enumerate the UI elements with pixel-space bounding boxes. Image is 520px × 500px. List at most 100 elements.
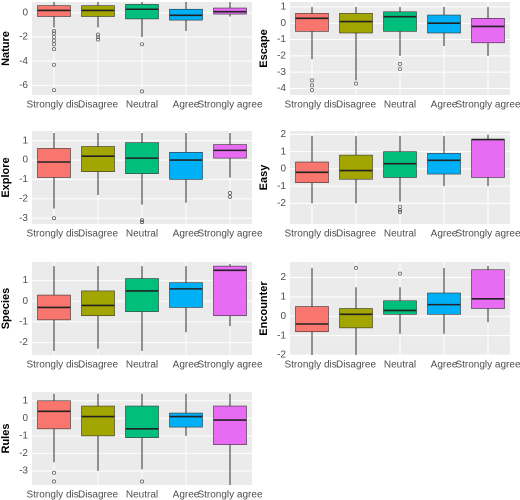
x-tick-label: Disagree [78, 100, 118, 111]
outlier [310, 78, 314, 83]
outlier [96, 35, 100, 39]
y-tick-label: -2 [19, 337, 28, 348]
box [169, 412, 203, 428]
y-tick-label: 1 [280, 292, 286, 303]
outlier [310, 83, 314, 88]
y-tick-label: -2 [19, 193, 28, 204]
outlier [140, 89, 144, 94]
outlier [96, 37, 100, 42]
box [81, 146, 115, 172]
y-tick-label: -2 [19, 32, 28, 43]
box [295, 306, 329, 333]
x-tick-label: Neutral [384, 229, 416, 240]
y-tick-label: -4 [277, 83, 286, 94]
outlier [398, 271, 402, 276]
box [427, 153, 461, 175]
x-tick-label: Agree [173, 490, 200, 500]
y-tick-label: 2 [280, 272, 286, 283]
y-tick-label: -1 [277, 181, 286, 192]
outlier [52, 29, 56, 33]
y-tick-label: 0 [22, 296, 28, 307]
y-tick-label: -2 [277, 50, 286, 61]
y-tick-label: -1 [277, 34, 286, 45]
outlier [228, 191, 232, 195]
y-tick-label: -3 [19, 213, 28, 224]
outlier [52, 38, 56, 43]
x-tick-label: Agree [431, 229, 458, 240]
box [383, 151, 417, 178]
box [471, 139, 505, 178]
box [213, 144, 247, 159]
y-axis-label: Explore [0, 157, 12, 197]
box [81, 290, 115, 317]
outlier [140, 42, 144, 47]
box [339, 13, 373, 34]
box [427, 14, 461, 34]
x-tick-label: Disagree [78, 490, 118, 500]
y-tick-label: -2 [19, 448, 28, 459]
y-tick-label: -1 [277, 330, 286, 341]
y-tick-label: 0 [280, 18, 286, 29]
outlier [52, 47, 56, 52]
box [37, 400, 71, 430]
outlier [310, 88, 314, 93]
y-tick-label: -2 [277, 198, 286, 209]
x-tick-label: Strongly agree [197, 490, 262, 500]
x-tick-label: Agree [431, 360, 458, 371]
y-tick-label: -1 [19, 174, 28, 185]
y-tick-label: 0 [22, 8, 28, 19]
y-tick-label: -3 [19, 466, 28, 477]
y-axis-label: Easy [258, 164, 270, 191]
x-tick-label: Disagree [78, 229, 118, 240]
y-tick-label: 0 [22, 413, 28, 424]
x-tick-label: Neutral [126, 100, 158, 111]
x-tick-label: Neutral [126, 229, 158, 240]
x-tick-label: Agree [173, 100, 200, 111]
x-tick-label: Disagree [336, 229, 376, 240]
box [383, 11, 417, 32]
x-tick-label: Strongly dis. [284, 360, 339, 371]
y-tick-label: -1 [19, 317, 28, 328]
outlier [354, 265, 358, 270]
box [295, 13, 329, 32]
x-tick-label: Strongly dis. [26, 490, 81, 500]
x-tick-label: Neutral [126, 490, 158, 500]
box [471, 269, 505, 309]
y-tick-label: 1 [22, 395, 28, 406]
box [213, 265, 247, 317]
y-axis-label: Escape [258, 29, 270, 68]
x-tick-label: Agree [431, 100, 458, 111]
x-tick-label: Disagree [336, 100, 376, 111]
box [37, 148, 71, 178]
box [383, 300, 417, 315]
y-tick-label: -1 [19, 431, 28, 442]
outlier [52, 88, 56, 93]
box [125, 405, 159, 438]
y-tick-label: -6 [19, 80, 28, 91]
y-axis-label: Rules [0, 424, 12, 454]
box [427, 292, 461, 315]
outlier [398, 208, 402, 213]
box [471, 18, 505, 44]
box [213, 405, 247, 445]
x-tick-label: Agree [173, 229, 200, 240]
x-tick-label: Disagree [78, 360, 118, 371]
y-axis-label: Encounter [258, 281, 270, 336]
y-tick-label: 0 [280, 311, 286, 322]
x-tick-label: Strongly dis. [26, 229, 81, 240]
y-tick-label: 2 [280, 129, 286, 140]
x-tick-label: Neutral [384, 100, 416, 111]
outlier [52, 216, 56, 221]
box [339, 154, 373, 180]
y-axis-label: Species [0, 288, 12, 330]
x-tick-label: Strongly dis. [284, 100, 339, 111]
y-tick-label: 1 [22, 135, 28, 146]
outlier [52, 470, 56, 475]
y-tick-label: 1 [280, 146, 286, 157]
y-axis-label: Nature [0, 31, 12, 66]
outlier [52, 42, 56, 47]
y-tick-label: -4 [19, 56, 28, 67]
box [125, 4, 159, 20]
x-tick-label: Agree [173, 360, 200, 371]
